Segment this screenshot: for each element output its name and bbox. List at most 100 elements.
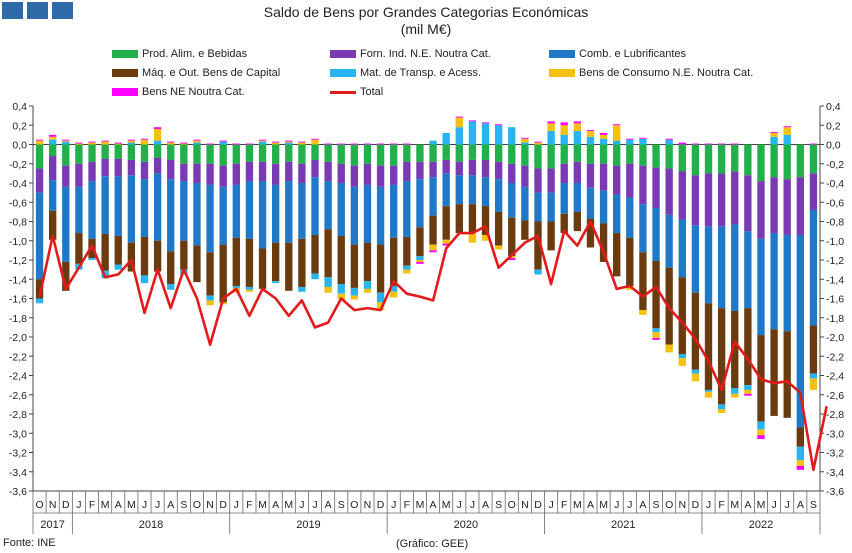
y-tick-label-left: -2,8 [9,409,27,421]
bar-segment-food [180,144,188,164]
y-tick-label-right: -1,8 [826,313,844,325]
bar-segment-food [311,144,319,160]
bar-segment-other [88,141,96,143]
bar-segment-transport [783,134,791,145]
bar-segment-consumer [311,139,319,145]
y-tick-label-left: -3,2 [9,448,27,460]
bar-segment-industrial [652,167,660,209]
bar-segment-transport [232,285,240,288]
bar-segment-food [521,144,529,166]
month-label: O [665,499,673,511]
month-label: J [771,499,776,511]
bar-segment-consumer [271,142,280,145]
y-tick-label-right: -1,2 [826,255,844,267]
month-label: F [404,499,410,511]
bar-segment-food [757,144,765,182]
bar-segment-transport [481,123,490,145]
bar-segment-other [114,142,122,144]
month-label: A [325,499,332,511]
bar-segment-transport [127,142,136,145]
bar-segment-fuel [114,176,122,236]
month-label: N [49,499,57,511]
bar-segment-food [350,144,359,166]
y-tick-label-right: 0,0 [826,140,841,152]
bar-segment-other [704,143,713,145]
bar-segment-other [442,243,450,246]
bar-segment-transport [626,139,634,145]
bar-segment-food [809,144,818,174]
bar-segment-consumer [206,300,214,306]
month-label: J [627,499,632,511]
bar-segment-transport [311,273,319,280]
month-label: D [692,499,700,511]
bar-segment-capital [232,237,240,286]
bar-segment-food [403,144,411,162]
bar-segment-food [232,144,240,164]
y-tick-label-left: -3,6 [9,486,27,498]
bar-segment-consumer [180,143,188,145]
month-label: J [614,499,619,511]
legend-item-industrial: Forn. Ind. N.E. Noutra Cat. [330,47,491,61]
bar-segment-other [180,142,188,144]
bar-segment-transport [809,373,818,379]
bar-segment-consumer [219,302,227,305]
bar-segment-consumer [613,125,621,141]
bar-segment-food [468,144,477,160]
legend-swatch [330,50,356,59]
bar-segment-capital [613,233,621,277]
bar-segment-fuel [390,184,398,238]
bar-segment-fuel [127,175,136,243]
month-label: F [246,499,252,511]
month-label: A [167,499,174,511]
bar-segment-fuel [167,179,175,252]
chart-subtitle: (mil M€) [400,21,452,37]
legend-line [330,90,356,94]
bar-segment-fuel [140,179,149,237]
chart-title: Saldo de Bens por Grandes Categorias Eco… [263,4,589,20]
month-label: F [561,499,567,511]
bar-segment-capital [626,237,634,286]
month-label: A [272,499,279,511]
bar-segment-other [324,143,332,145]
month-label: O [35,499,43,511]
bar-segment-other [337,143,345,145]
bar-segment-industrial [691,175,700,226]
bar-segment-other [494,124,503,126]
bar-segment-capital [704,303,713,390]
bar-segment-food [140,144,149,162]
bar-segment-food [35,144,44,169]
bar-segment-industrial [88,161,96,182]
month-label: O [350,499,358,511]
bar-segment-industrial [757,181,765,239]
bar-segment-capital [573,211,582,232]
bar-segment-capital [298,238,306,287]
legend-label: Prod. Alim. e Bebidas [142,48,248,60]
y-tick-label-left: -0,8 [9,217,27,229]
bar-segment-other [101,140,109,142]
year-label: 2022 [749,519,773,531]
bar-segment-fuel [455,175,463,205]
bar-segment-consumer [376,302,385,311]
bar-segment-capital [140,236,149,276]
month-label: M [416,499,425,511]
bar-segment-capital [429,215,437,245]
bar-segment-food [363,144,372,164]
legend-item-transport: Mat. de Transp. e Acess. [330,66,481,80]
bar-segment-fuel [665,214,673,268]
y-tick-label-left: -1,6 [9,294,27,306]
bar-segment-capital [442,206,450,240]
bar-segment-consumer [573,123,582,132]
bar-segment-food [49,144,57,157]
bar-segment-consumer [757,429,765,436]
bar-segment-industrial [613,165,621,195]
bar-segment-food [167,144,175,160]
bar-segment-industrial [547,168,555,193]
bar-segment-transport [757,421,765,430]
bar-segment-consumer [639,310,647,315]
bar-segment-capital [717,308,726,405]
bar-segment-fuel [416,179,424,228]
bar-segment-industrial [573,161,582,183]
bar-segment-fuel [731,224,739,312]
bar-segment-industrial [35,168,44,193]
y-tick-label-left: -1,0 [9,236,27,248]
